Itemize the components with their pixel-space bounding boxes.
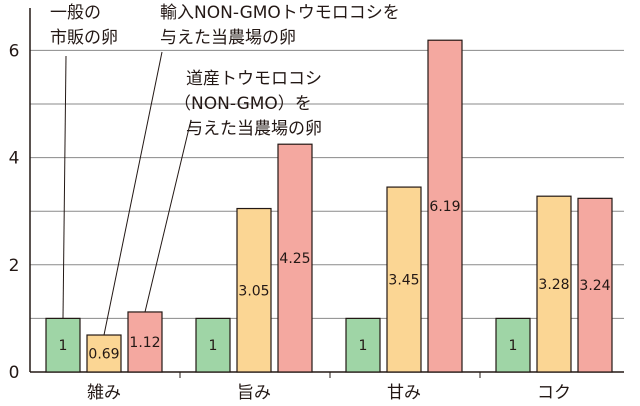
annotation-label: （NON-GMO）を	[174, 94, 312, 114]
data-label: 1.12	[129, 335, 160, 351]
grid-lines	[30, 49, 624, 319]
data-label: 1	[359, 338, 368, 354]
bar	[345, 317, 381, 373]
axes: 0 2 4 6 雑み 旨み 甘み コク	[9, 8, 624, 403]
y-tick-label: 6	[9, 41, 20, 61]
annotation-label: 市販の卵	[50, 28, 118, 48]
annotation-label: 与えた当農場の卵	[160, 28, 296, 48]
annotation-leader-line	[103, 51, 163, 336]
data-label: 3.45	[388, 273, 419, 289]
bar	[577, 197, 613, 373]
data-label: 3.24	[579, 278, 610, 294]
data-label: 3.28	[538, 277, 569, 293]
data-label: 1	[59, 338, 68, 354]
data-label: 1	[209, 338, 218, 354]
bar	[195, 317, 231, 373]
bar	[86, 334, 122, 373]
y-tick-label: 0	[9, 363, 20, 383]
annotation-leader-line	[62, 55, 67, 319]
y-tick-label: 2	[9, 256, 20, 276]
bar	[277, 143, 313, 373]
bar	[236, 207, 272, 373]
x-category-label: コク	[537, 383, 571, 403]
x-category-label: 旨み	[237, 383, 271, 403]
bar	[495, 317, 531, 373]
x-category-label: 雑み	[87, 383, 121, 403]
data-label: 1	[509, 338, 518, 354]
annotation-label: 道産トウモロコシ	[186, 69, 322, 89]
data-label: 4.25	[279, 251, 310, 267]
bar	[386, 186, 422, 373]
data-label: 0.69	[88, 347, 119, 363]
annotation-leader-line	[144, 123, 191, 313]
data-label: 3.05	[238, 283, 269, 299]
data-label: 6.19	[429, 199, 460, 215]
data-labels: 1 1 1 1 0.69 3.05 3.45 3.28 1.12 4.25 6.19 3.24	[59, 199, 611, 362]
bar	[536, 195, 572, 373]
series-annotations: 一般の市販の卵輸入NON-GMOトウモロコシを与えた当農場の卵道産トウモロコシ（…	[50, 3, 400, 336]
y-tick-label: 4	[9, 149, 20, 169]
x-category-label: 甘み	[387, 383, 421, 403]
bar	[427, 39, 463, 373]
annotation-label: 一般の	[50, 3, 101, 23]
annotation-label: 輸入NON-GMOトウモロコシを	[160, 3, 400, 23]
annotation-label: 与えた当農場の卵	[186, 119, 322, 139]
